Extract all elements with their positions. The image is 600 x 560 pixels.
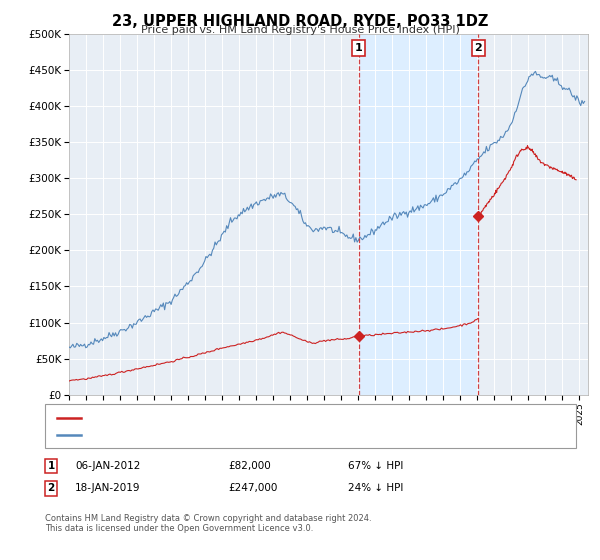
Text: 2: 2 xyxy=(475,43,482,53)
Text: HPI: Average price, detached house, Isle of Wight: HPI: Average price, detached house, Isle… xyxy=(87,430,329,440)
Text: £247,000: £247,000 xyxy=(228,483,277,493)
Text: This data is licensed under the Open Government Licence v3.0.: This data is licensed under the Open Gov… xyxy=(45,524,313,533)
Text: 67% ↓ HPI: 67% ↓ HPI xyxy=(348,461,403,471)
Text: 2: 2 xyxy=(47,483,55,493)
Text: 06-JAN-2012: 06-JAN-2012 xyxy=(75,461,140,471)
Text: 24% ↓ HPI: 24% ↓ HPI xyxy=(348,483,403,493)
Text: 18-JAN-2019: 18-JAN-2019 xyxy=(75,483,140,493)
Text: Price paid vs. HM Land Registry's House Price Index (HPI): Price paid vs. HM Land Registry's House … xyxy=(140,25,460,35)
Text: 23, UPPER HIGHLAND ROAD, RYDE, PO33 1DZ (detached house): 23, UPPER HIGHLAND ROAD, RYDE, PO33 1DZ … xyxy=(87,413,402,423)
Text: 23, UPPER HIGHLAND ROAD, RYDE, PO33 1DZ: 23, UPPER HIGHLAND ROAD, RYDE, PO33 1DZ xyxy=(112,14,488,29)
Bar xyxy=(359,34,478,395)
Text: 1: 1 xyxy=(47,461,55,471)
Text: £82,000: £82,000 xyxy=(228,461,271,471)
Text: 1: 1 xyxy=(355,43,362,53)
Text: Contains HM Land Registry data © Crown copyright and database right 2024.: Contains HM Land Registry data © Crown c… xyxy=(45,514,371,523)
